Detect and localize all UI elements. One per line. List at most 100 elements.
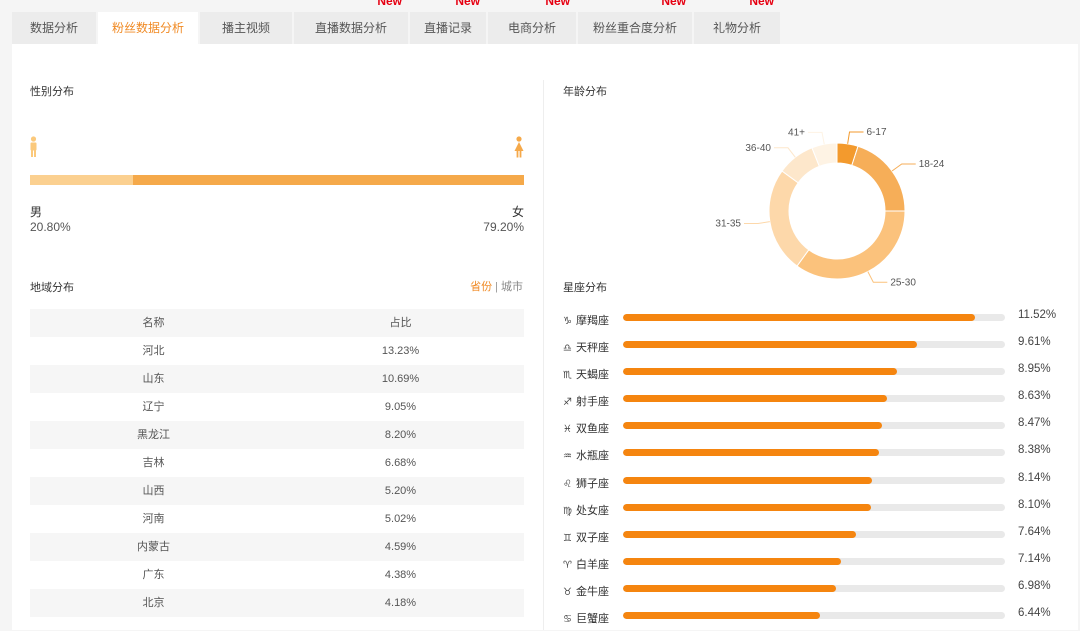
tab-live-records[interactable]: 直播记录 New <box>410 0 486 44</box>
table-row: 河北 13.23% <box>30 337 524 365</box>
zodiac-percentage: 8.47% <box>1018 417 1051 430</box>
donut-slice-25-30[interactable] <box>796 210 906 280</box>
zodiac-bar-fill <box>623 368 897 376</box>
region-name: 河北 <box>142 345 165 357</box>
tab-gift-analysis[interactable]: 礼物分析 New <box>694 0 780 44</box>
donut-leader-line <box>847 131 864 144</box>
zodiac-label: ♈ 白羊座 <box>563 556 609 572</box>
region-share: 8.20% <box>384 429 417 441</box>
tab-data-analysis[interactable]: 数据分析 <box>12 12 96 44</box>
table-row: 河南 5.02% <box>30 505 524 533</box>
zodiac-label: ♉ 金牛座 <box>563 583 609 599</box>
region-share: 4.38% <box>384 569 417 581</box>
age-title: 年龄分布 <box>563 86 607 98</box>
zodiac-bar-track <box>623 314 1005 321</box>
zodiac-name: 双子座 <box>576 531 609 544</box>
tab-live-data-analysis[interactable]: 直播数据分析 New <box>294 0 408 44</box>
donut-leader-line <box>808 131 825 145</box>
zodiac-name: 水瓶座 <box>576 450 609 463</box>
sagittarius-icon: ♐ <box>563 397 572 409</box>
zodiac-bar-fill <box>623 314 976 321</box>
pisces-icon: ♓ <box>563 424 572 436</box>
zodiac-percentage: 9.61% <box>1018 336 1051 349</box>
zodiac-percentage: 8.10% <box>1018 498 1051 511</box>
toggle-province[interactable]: 省份 <box>470 281 493 293</box>
male-icon <box>30 136 37 157</box>
zodiac-percentage: 8.95% <box>1018 363 1051 376</box>
gender-title: 性别分布 <box>30 86 74 98</box>
zodiac-bar-fill <box>623 449 880 457</box>
zodiac-label: ♐ 射手座 <box>563 393 609 409</box>
zodiac-bar-fill <box>623 476 872 484</box>
region-name: 黑龙江 <box>137 429 170 441</box>
zodiac-row: ♌ 狮子座 8.14% <box>563 469 1063 496</box>
tab-fan-overlap-analysis[interactable]: 粉丝重合度分析 New <box>578 0 692 44</box>
zodiac-row: ♒ 水瓶座 8.38% <box>563 441 1063 468</box>
donut-label: 41+ <box>788 127 805 138</box>
zodiac-bar-fill <box>623 503 871 511</box>
donut-label: 18-24 <box>919 159 945 170</box>
age-donut-chart: 6-17 18-24 25-30 31-35 36-40 41+ <box>715 127 945 288</box>
zodiac-name: 处女座 <box>576 504 609 517</box>
header-name: 名称 <box>142 317 165 329</box>
column-divider <box>543 80 544 630</box>
table-row: 山东 10.69% <box>30 365 524 393</box>
zodiac-bar-track <box>623 449 1005 457</box>
tab-label: 电商分析 <box>507 21 556 35</box>
donut-leader-line <box>867 271 888 283</box>
table-row: 辽宁 9.05% <box>30 393 524 421</box>
male-percentage: 20.80% <box>30 220 71 234</box>
region-share: 4.59% <box>384 541 417 553</box>
region-table: 名称 占比 河北 13.23% 山东 10.69% 辽宁 9.05% 黑龙江 8.20%… <box>30 309 524 617</box>
zodiac-name: 天蝎座 <box>576 369 609 382</box>
zodiac-bar-fill <box>623 557 842 565</box>
tab-fan-data-analysis[interactable]: 粉丝数据分析 <box>98 12 198 44</box>
zodiac-name: 双鱼座 <box>576 423 609 436</box>
zodiac-bar-fill <box>623 584 837 592</box>
taurus-icon: ♉ <box>563 586 572 598</box>
tab-label: 直播数据分析 <box>314 21 387 35</box>
tab-ecommerce-analysis[interactable]: 电商分析 New <box>488 0 576 44</box>
zodiac-bar-fill <box>623 422 882 430</box>
zodiac-row: ♊ 双子座 7.64% <box>563 523 1063 550</box>
zodiac-bar-track <box>623 395 1005 403</box>
zodiac-name: 金牛座 <box>576 585 609 598</box>
zodiac-percentage: 6.98% <box>1018 579 1051 592</box>
zodiac-bar-fill <box>623 341 917 349</box>
table-header: 名称 占比 <box>30 309 524 337</box>
zodiac-row: ♓ 双鱼座 8.47% <box>563 414 1063 441</box>
region-name: 河南 <box>142 513 165 525</box>
toggle-city[interactable]: 城市 <box>501 281 523 293</box>
fan-data-panel: 性别分布 男 20.80% 女 79.20% 地域分布 省份 | 城市 名称 占比 … <box>12 44 1078 630</box>
male-label: 男 <box>30 205 43 219</box>
gemini-icon: ♊ <box>563 532 572 544</box>
donut-label: 36-40 <box>745 143 771 154</box>
region-name: 内蒙古 <box>137 541 170 553</box>
new-badge: New <box>377 0 402 8</box>
tab-creator-videos[interactable]: 播主视频 <box>200 12 292 44</box>
region-name: 北京 <box>142 597 165 609</box>
region-share: 5.20% <box>384 485 417 497</box>
zodiac-row: ♎ 天秤座 9.61% <box>563 333 1063 360</box>
zodiac-title: 星座分布 <box>563 282 607 294</box>
female-label: 女 <box>511 205 524 219</box>
gender-ratio-bar <box>30 175 524 185</box>
zodiac-percentage: 8.38% <box>1018 444 1051 457</box>
zodiac-percentage: 11.52% <box>1018 309 1057 321</box>
zodiac-bar-track <box>623 584 1005 592</box>
region-share: 9.05% <box>384 401 417 413</box>
zodiac-label: ♋ 巨蟹座 <box>563 610 609 626</box>
new-badge: New <box>749 0 774 8</box>
zodiac-name: 巨蟹座 <box>576 613 609 626</box>
new-badge: New <box>661 0 686 8</box>
region-name: 吉林 <box>142 457 165 469</box>
donut-slice-18-24[interactable] <box>851 145 906 212</box>
region-share: 10.69% <box>381 373 420 385</box>
zodiac-name: 狮子座 <box>576 477 609 490</box>
zodiac-label: ♒ 水瓶座 <box>563 447 609 463</box>
donut-slice-41+[interactable] <box>811 142 838 168</box>
zodiac-name: 天秤座 <box>576 342 609 355</box>
donut-slice-31-35[interactable] <box>768 170 810 267</box>
region-share: 4.18% <box>384 597 417 609</box>
zodiac-row: ♐ 射手座 8.63% <box>563 387 1063 414</box>
